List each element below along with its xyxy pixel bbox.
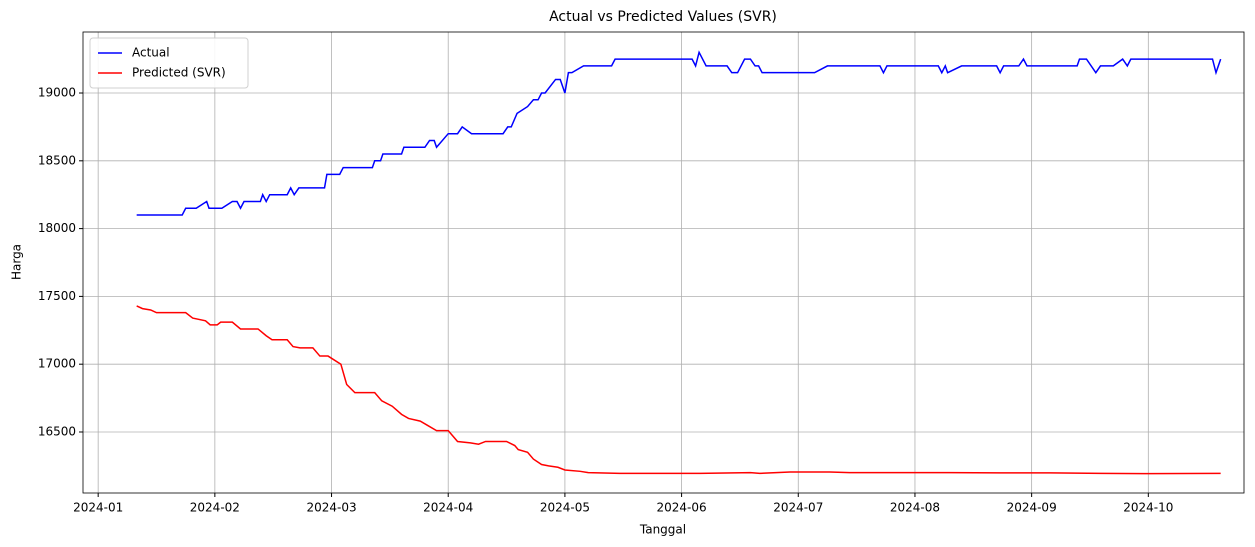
chart-title: Actual vs Predicted Values (SVR): [549, 9, 777, 25]
y-tick-label: 16500: [38, 424, 76, 438]
data-line: [136, 305, 1221, 475]
x-tick-label: 2024-04: [423, 501, 473, 515]
x-tick-label: 2024-07: [773, 501, 823, 515]
y-tick-label: 18000: [38, 221, 76, 235]
data-line: [136, 50, 1222, 216]
y-tick-label: 18500: [38, 153, 76, 167]
x-tick-label: 2024-02: [190, 501, 240, 515]
x-tick-label: 2024-10: [1123, 501, 1173, 515]
y-tick-label: 17500: [38, 289, 76, 303]
x-tick-label: 2024-05: [540, 501, 590, 515]
legend-box: [89, 37, 249, 89]
x-tick-label: 2024-09: [1007, 501, 1057, 515]
x-tick-label: 2024-06: [657, 501, 707, 515]
y-axis-label: Harga: [10, 244, 24, 280]
legend-label: Actual: [132, 46, 170, 60]
x-tick-label: 2024-03: [306, 501, 356, 515]
legend: Actual Predicted (SVR): [89, 37, 249, 89]
x-tick-label: 2024-08: [890, 501, 940, 515]
y-tick-label: 17000: [38, 357, 76, 371]
plot-frame: [82, 31, 1245, 494]
x-tick-label: 2024-01: [73, 501, 123, 515]
y-tick-label: 19000: [38, 86, 76, 100]
x-axis-label: Tanggal: [639, 523, 686, 537]
legend-label: Predicted (SVR): [132, 66, 226, 80]
